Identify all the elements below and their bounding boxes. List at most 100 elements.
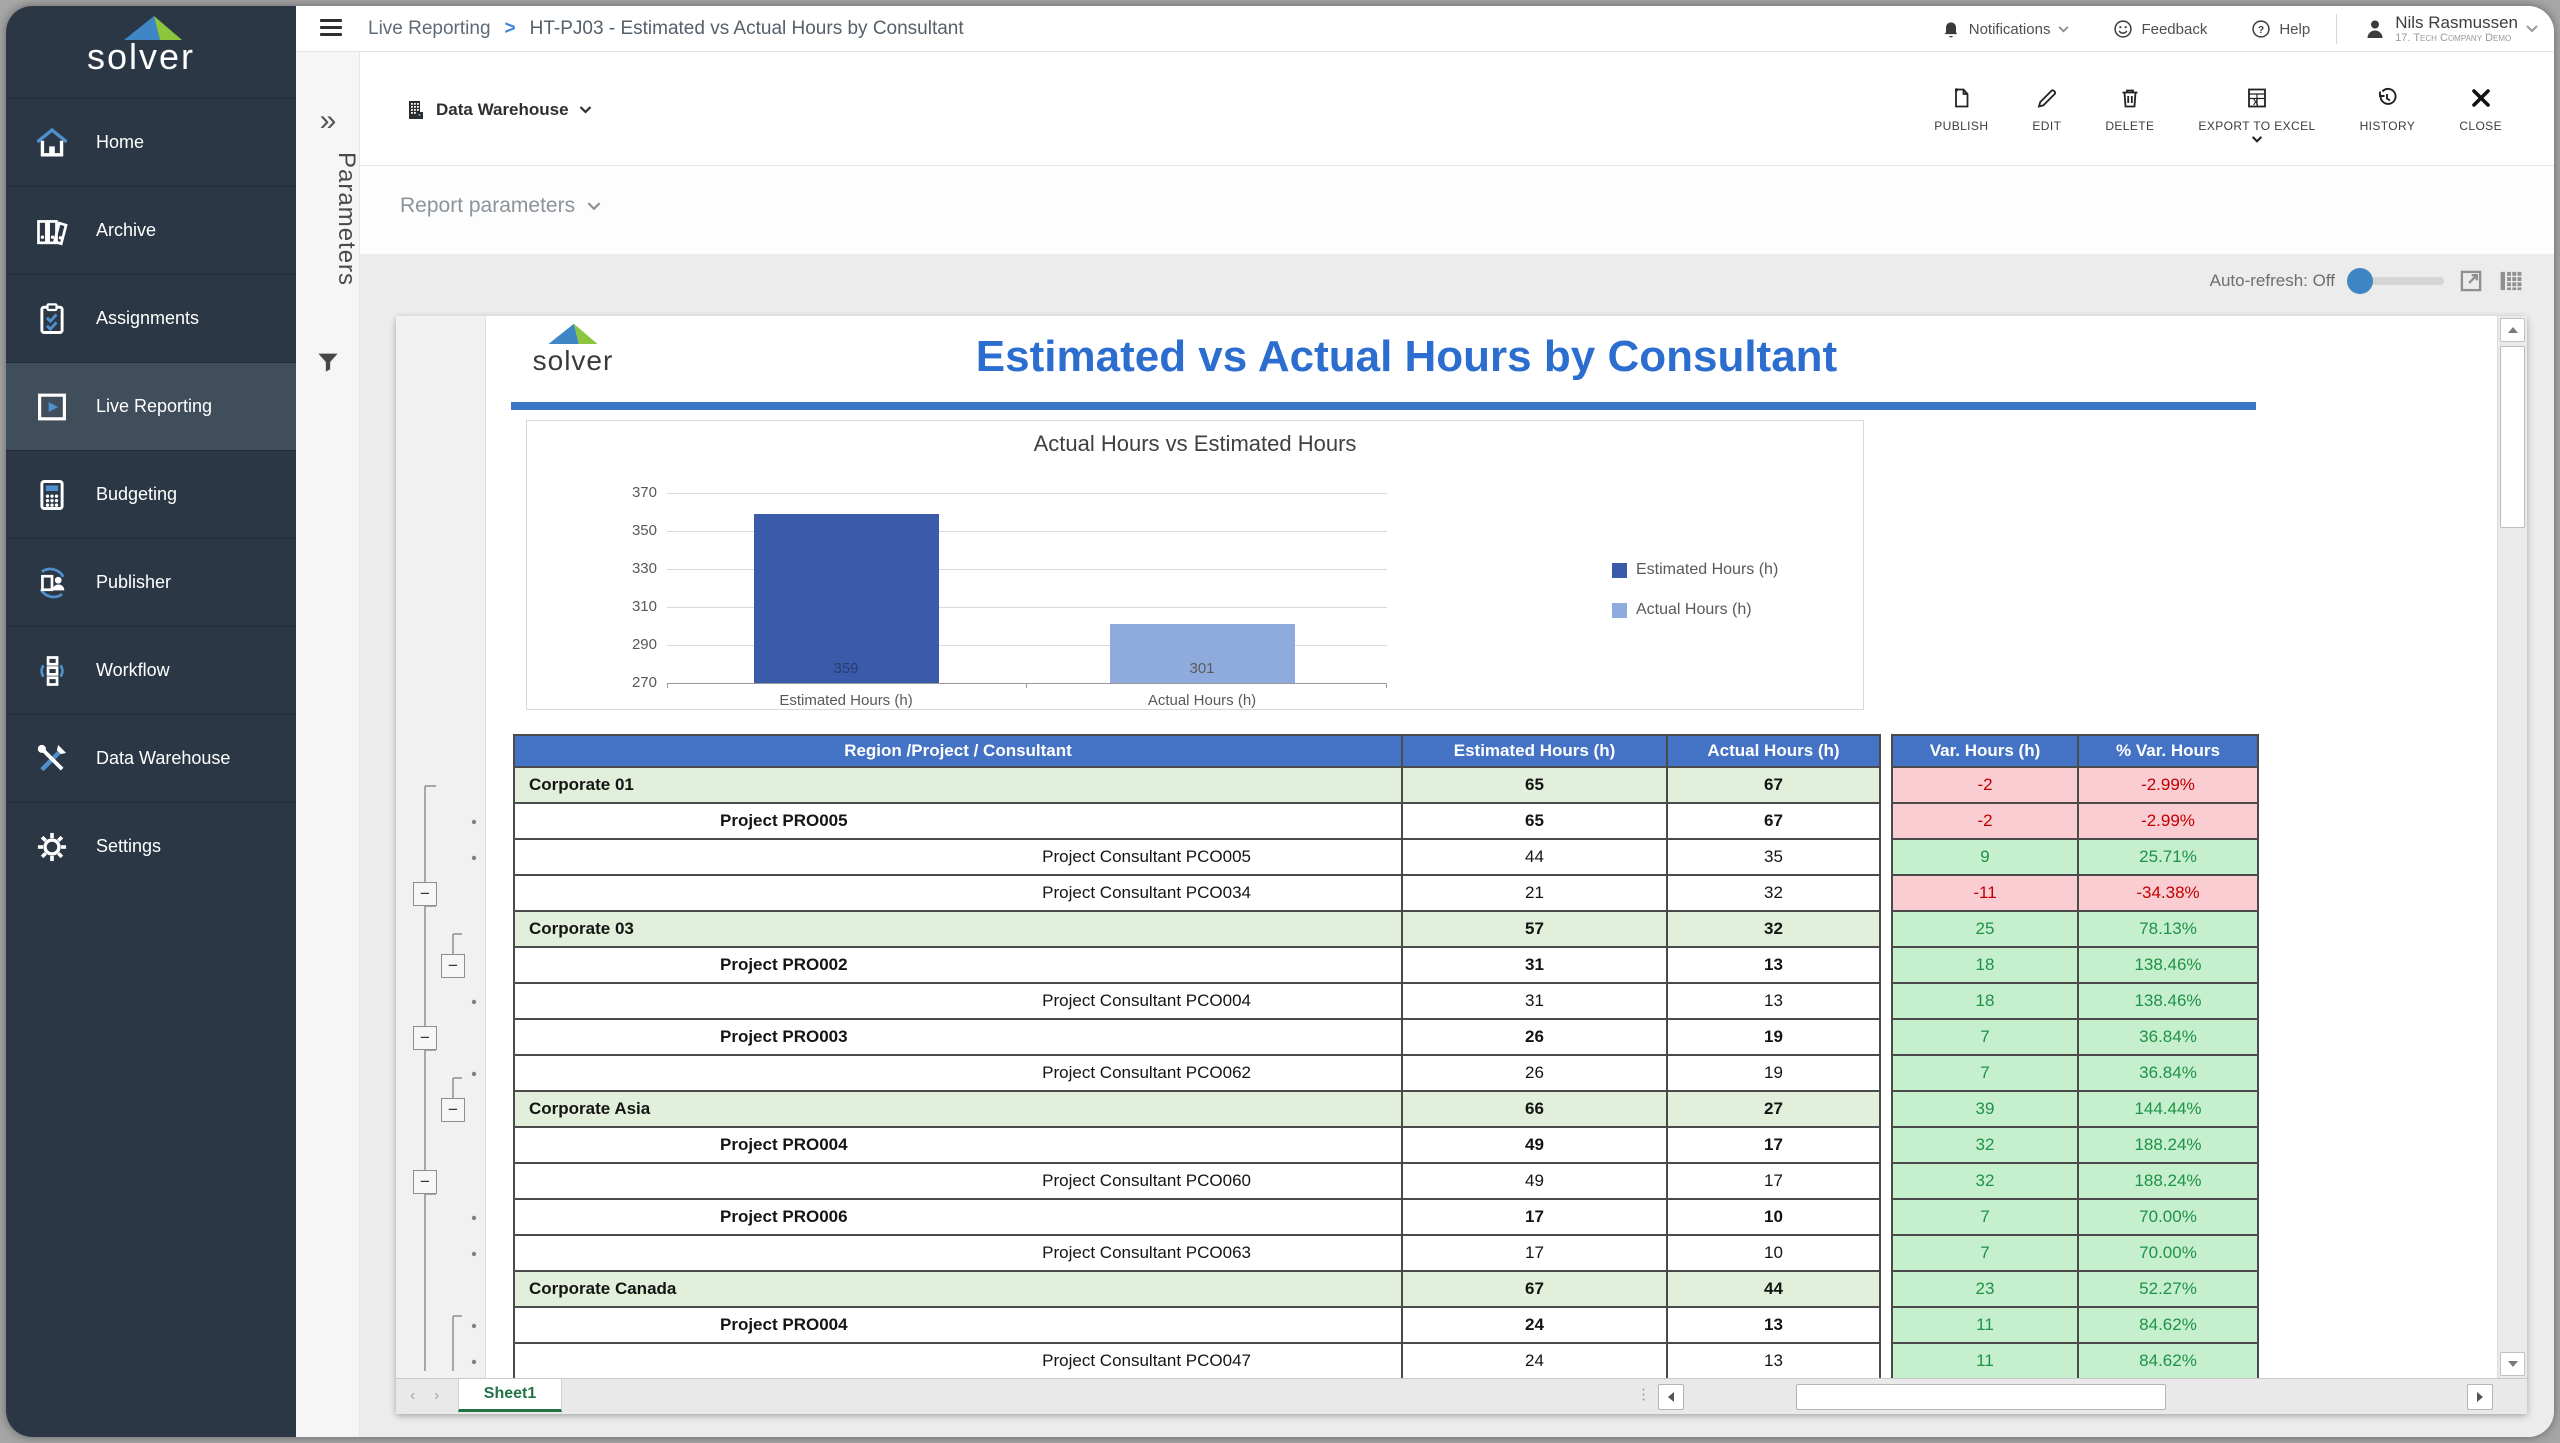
cell-pct-var-hours[interactable]: 25.71% <box>2079 840 2259 876</box>
sidebar-item-budgeting[interactable]: Budgeting <box>6 450 296 538</box>
cell-estimated-hours[interactable]: 17 <box>1403 1236 1668 1272</box>
cell-estimated-hours[interactable]: 49 <box>1403 1164 1668 1200</box>
sidebar-item-live-reporting[interactable]: Live Reporting <box>6 362 296 450</box>
cell-estimated-hours[interactable]: 66 <box>1403 1092 1668 1128</box>
prev-sheet-button[interactable]: ‹ <box>410 1387 415 1405</box>
menu-icon[interactable] <box>320 19 342 40</box>
filter-icon[interactable] <box>316 350 340 374</box>
cell-label[interactable]: Project PRO004 <box>513 1308 1403 1344</box>
cell-var-hours[interactable]: 25 <box>1891 912 2079 948</box>
history-button[interactable]: HISTORY <box>2338 86 2438 143</box>
cell-label[interactable]: Project PRO006 <box>513 1200 1403 1236</box>
cell-var-hours[interactable]: 7 <box>1891 1236 2079 1272</box>
cell-pct-var-hours[interactable]: -2.99% <box>2079 804 2259 840</box>
cell-estimated-hours[interactable]: 31 <box>1403 948 1668 984</box>
cell-actual-hours[interactable]: 13 <box>1668 984 1881 1020</box>
cell-pct-var-hours[interactable]: 84.62% <box>2079 1344 2259 1378</box>
cell-label[interactable]: Project Consultant PCO063 <box>513 1236 1403 1272</box>
collapse-group-button[interactable]: − <box>413 882 437 906</box>
auto-refresh-slider[interactable] <box>2349 277 2444 285</box>
collapse-group-button[interactable]: − <box>413 1170 437 1194</box>
cell-pct-var-hours[interactable]: -34.38% <box>2079 876 2259 912</box>
cell-label[interactable]: Project PRO003 <box>513 1020 1403 1056</box>
cell-actual-hours[interactable]: 35 <box>1668 840 1881 876</box>
cell-actual-hours[interactable]: 19 <box>1668 1020 1881 1056</box>
cell-label[interactable]: Project Consultant PCO060 <box>513 1164 1403 1200</box>
edit-button[interactable]: EDIT <box>2010 86 2083 143</box>
cell-actual-hours[interactable]: 17 <box>1668 1164 1881 1200</box>
sidebar-item-assignments[interactable]: Assignments <box>6 274 296 362</box>
cell-estimated-hours[interactable]: 24 <box>1403 1308 1668 1344</box>
cell-var-hours[interactable]: 32 <box>1891 1128 2079 1164</box>
scroll-up-button[interactable] <box>2500 318 2525 342</box>
cell-actual-hours[interactable]: 67 <box>1668 768 1881 804</box>
cell-estimated-hours[interactable]: 31 <box>1403 984 1668 1020</box>
delete-button[interactable]: DELETE <box>2083 86 2176 143</box>
cell-pct-var-hours[interactable]: -2.99% <box>2079 768 2259 804</box>
cell-actual-hours[interactable]: 13 <box>1668 1344 1881 1378</box>
cell-label[interactable]: Corporate 01 <box>513 768 1403 804</box>
cell-var-hours[interactable]: 11 <box>1891 1344 2079 1378</box>
help-button[interactable]: ? Help <box>2251 19 2310 39</box>
cell-label[interactable]: Corporate 03 <box>513 912 1403 948</box>
cell-pct-var-hours[interactable]: 188.24% <box>2079 1164 2259 1200</box>
sidebar-item-workflow[interactable]: Workflow <box>6 626 296 714</box>
cell-label[interactable]: Project Consultant PCO047 <box>513 1344 1403 1378</box>
cell-var-hours[interactable]: 32 <box>1891 1164 2079 1200</box>
cell-actual-hours[interactable]: 67 <box>1668 804 1881 840</box>
cell-var-hours[interactable]: -2 <box>1891 804 2079 840</box>
cell-pct-var-hours[interactable]: 52.27% <box>2079 1272 2259 1308</box>
sidebar-item-settings[interactable]: Settings <box>6 802 296 890</box>
sidebar-item-archive[interactable]: Archive <box>6 186 296 274</box>
cell-actual-hours[interactable]: 13 <box>1668 948 1881 984</box>
cell-estimated-hours[interactable]: 26 <box>1403 1020 1668 1056</box>
cell-label[interactable]: Project PRO004 <box>513 1128 1403 1164</box>
sidebar-item-home[interactable]: Home <box>6 98 296 186</box>
cell-estimated-hours[interactable]: 65 <box>1403 768 1668 804</box>
cell-label[interactable]: Project PRO005 <box>513 804 1403 840</box>
cell-pct-var-hours[interactable]: 36.84% <box>2079 1020 2259 1056</box>
cell-var-hours[interactable]: 39 <box>1891 1092 2079 1128</box>
breadcrumb-section[interactable]: Live Reporting <box>368 18 491 40</box>
cell-var-hours[interactable]: 11 <box>1891 1308 2079 1344</box>
report-parameters-toggle[interactable]: Report parameters <box>400 194 601 218</box>
data-source-select[interactable]: Data Warehouse <box>406 100 592 120</box>
expand-parameters-icon[interactable]: » <box>296 104 360 138</box>
cell-var-hours[interactable]: 7 <box>1891 1056 2079 1092</box>
cell-var-hours[interactable]: 7 <box>1891 1020 2079 1056</box>
close-button[interactable]: CLOSE <box>2437 86 2524 143</box>
scroll-left-button[interactable] <box>1658 1384 1684 1410</box>
cell-estimated-hours[interactable]: 24 <box>1403 1344 1668 1378</box>
cell-label[interactable]: Project Consultant PCO062 <box>513 1056 1403 1092</box>
export-to-excel-button[interactable]: XEXPORT TO EXCEL <box>2176 86 2337 143</box>
cell-label[interactable]: Project PRO002 <box>513 948 1403 984</box>
cell-var-hours[interactable]: 18 <box>1891 984 2079 1020</box>
feedback-button[interactable]: Feedback <box>2113 19 2207 39</box>
cell-actual-hours[interactable]: 32 <box>1668 912 1881 948</box>
vertical-scroll-thumb[interactable] <box>2500 346 2525 528</box>
cell-label[interactable]: Corporate Asia <box>513 1092 1403 1128</box>
publish-button[interactable]: PUBLISH <box>1912 86 2010 143</box>
slider-knob[interactable] <box>2347 268 2373 294</box>
notifications-button[interactable]: Notifications <box>1941 19 2070 39</box>
cell-var-hours[interactable]: 7 <box>1891 1200 2079 1236</box>
cell-label[interactable]: Project Consultant PCO004 <box>513 984 1403 1020</box>
cell-actual-hours[interactable]: 27 <box>1668 1092 1881 1128</box>
scroll-right-button[interactable] <box>2467 1384 2493 1410</box>
cell-var-hours[interactable]: -11 <box>1891 876 2079 912</box>
cell-estimated-hours[interactable]: 65 <box>1403 804 1668 840</box>
cell-actual-hours[interactable]: 32 <box>1668 876 1881 912</box>
cell-estimated-hours[interactable]: 26 <box>1403 1056 1668 1092</box>
cell-pct-var-hours[interactable]: 144.44% <box>2079 1092 2259 1128</box>
user-menu[interactable]: Nils Rasmussen 17. Tech Company Demo <box>2363 14 2538 44</box>
cell-label[interactable]: Corporate Canada <box>513 1272 1403 1308</box>
horizontal-scroll-thumb[interactable] <box>1796 1384 2166 1410</box>
cell-pct-var-hours[interactable]: 138.46% <box>2079 948 2259 984</box>
next-sheet-button[interactable]: › <box>434 1387 439 1405</box>
cell-actual-hours[interactable]: 17 <box>1668 1128 1881 1164</box>
cell-pct-var-hours[interactable]: 70.00% <box>2079 1236 2259 1272</box>
sidebar-item-data-warehouse[interactable]: Data Warehouse <box>6 714 296 802</box>
cell-actual-hours[interactable]: 10 <box>1668 1200 1881 1236</box>
scroll-down-button[interactable] <box>2500 1352 2525 1376</box>
cell-label[interactable]: Project Consultant PCO005 <box>513 840 1403 876</box>
